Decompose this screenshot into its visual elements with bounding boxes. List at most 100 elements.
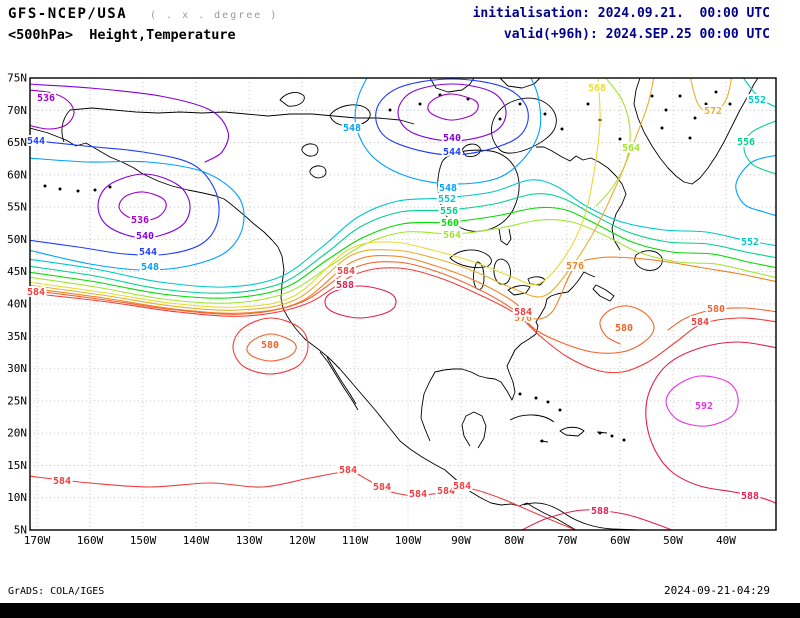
contour-label: 584 <box>691 317 709 328</box>
island-dot <box>43 184 47 188</box>
lat-label: 10N <box>7 491 27 504</box>
lat-label: 30N <box>7 362 27 375</box>
lat-label: 20N <box>7 427 27 440</box>
plot-border <box>29 77 777 531</box>
lat-label: 70N <box>7 104 27 117</box>
contour-label: 556 <box>440 206 458 217</box>
island-dot <box>622 438 626 442</box>
contour-576 <box>30 255 776 320</box>
island-dot <box>76 189 80 193</box>
contour-label: 556 <box>737 137 755 148</box>
contour-label: 584 <box>514 307 532 318</box>
contour-556 <box>743 120 776 175</box>
contour-584 <box>30 471 577 530</box>
contour-label: 568 <box>588 83 606 94</box>
contour-556 <box>30 193 776 294</box>
contour-536 <box>30 89 75 130</box>
island-dot <box>650 94 654 98</box>
lat-label: 75N <box>7 72 27 85</box>
island-dot <box>586 102 590 106</box>
contour-540 <box>397 83 507 142</box>
contour-568 <box>30 78 601 308</box>
map-border <box>29 77 777 531</box>
lon-label: 60W <box>610 534 630 547</box>
lat-label: 55N <box>7 201 27 214</box>
contour-label: 540 <box>443 133 461 144</box>
axis-labels: 75N 70N 65N 60N 55N 50N 45N 40N 35N 30N 25N 20N 15N 1… <box>7 72 736 548</box>
contour-536 <box>118 191 167 222</box>
contour-536 <box>427 93 479 121</box>
contour-588 <box>645 341 776 504</box>
valid-time: valid(+96h): 2024.SEP.25 00:00 UTC <box>503 27 770 42</box>
contour-label: 580 <box>615 323 633 334</box>
contour-label: 584 <box>337 266 355 277</box>
contour-564 <box>595 78 631 207</box>
island-dot <box>560 127 564 131</box>
coastline <box>301 143 327 179</box>
contour-544 <box>375 78 529 156</box>
contour-label: 588 <box>336 280 354 291</box>
island-dot <box>664 108 668 112</box>
contour-label: 552 <box>741 237 759 248</box>
island-dot <box>498 117 502 121</box>
island-dot <box>660 126 664 130</box>
contour-540 <box>30 83 230 163</box>
contour-label: 548 <box>343 123 361 134</box>
contour-label: 588 <box>591 506 609 517</box>
lat-label: 25N <box>7 394 27 407</box>
contour-548 <box>354 78 542 185</box>
lon-label: 170W <box>24 534 51 547</box>
contour-label: 536 <box>131 215 149 226</box>
lon-label: 130W <box>236 534 263 547</box>
contour-label: 544 <box>27 136 45 147</box>
contour-label: 536 <box>37 93 55 104</box>
lat-label: 35N <box>7 330 27 343</box>
coastline <box>518 502 641 530</box>
island-dot <box>610 434 614 438</box>
lat-label: 5N <box>14 524 27 537</box>
contour-label: 576 <box>514 313 532 324</box>
lon-label: 70W <box>557 534 577 547</box>
contour-label: 588 <box>741 491 759 502</box>
contour-label: 548 <box>141 262 159 273</box>
lat-label: 50N <box>7 233 27 246</box>
lon-label: 160W <box>77 534 104 547</box>
contour-label: 564 <box>622 143 640 154</box>
contour-572 <box>30 78 655 311</box>
contour-580 <box>30 261 655 354</box>
coastline <box>30 127 520 507</box>
island-dot <box>93 188 97 192</box>
contour-label: 580 <box>707 304 725 315</box>
contour-label: 544 <box>139 247 157 258</box>
contour-548 <box>30 157 245 271</box>
island-dot <box>618 137 622 141</box>
contour-564 <box>30 219 776 304</box>
island-dot <box>546 400 550 404</box>
lat-label: 45N <box>7 265 27 278</box>
contour-548 <box>735 154 776 217</box>
contour-label: 552 <box>438 194 456 205</box>
lat-label: 65N <box>7 136 27 149</box>
level-variable-title: <500hPa> Height,Temperature <box>8 27 236 43</box>
island-dot <box>558 408 562 412</box>
island-dot <box>688 136 692 140</box>
contour-label: 584 <box>373 482 391 493</box>
island-dot <box>518 102 522 106</box>
contour-label: 584 <box>339 465 357 476</box>
contour-label: 572 <box>704 106 722 117</box>
contour-572 <box>689 78 733 115</box>
contour-592 <box>665 375 739 427</box>
lon-label: 150W <box>130 534 157 547</box>
lon-label: 140W <box>183 534 210 547</box>
lon-label: 40W <box>716 534 736 547</box>
island-dot <box>704 102 708 106</box>
contour-label: 584 <box>437 486 455 497</box>
contour-552 <box>30 179 776 288</box>
contour-label: 560 <box>441 218 459 229</box>
island-dot <box>714 90 718 94</box>
creation-timestamp: 2024-09-21-04:29 <box>664 584 770 597</box>
coastline <box>461 411 487 449</box>
coastline <box>633 78 759 185</box>
lon-label: 50W <box>663 534 683 547</box>
contour-label: 540 <box>136 231 154 242</box>
